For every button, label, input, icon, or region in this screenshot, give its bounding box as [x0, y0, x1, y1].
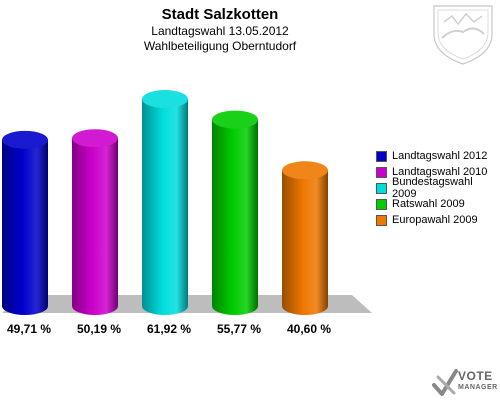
legend-item: Landtagswahl 2012 [376, 148, 500, 164]
chart-subtitle-1: Landtagswahl 13.05.2012 [151, 24, 289, 38]
legend-swatch [376, 182, 387, 194]
bar-value-label: 55,77 % [217, 322, 261, 336]
vote-check-icon [432, 369, 458, 396]
legend-label: Landtagswahl 2012 [392, 150, 488, 162]
legend-label: Europawahl 2009 [392, 214, 478, 226]
legend-item: Ratswahl 2009 [376, 196, 500, 212]
legend: Landtagswahl 2012 Landtagswahl 2010 Bundes… [376, 148, 500, 228]
legend-swatch [376, 150, 387, 162]
bar-2 [72, 129, 118, 315]
legend-swatch [376, 166, 387, 178]
legend-item: Bundestagswahl 2009 [376, 176, 500, 200]
bar-4 [212, 110, 258, 316]
legend-swatch [376, 198, 387, 210]
legend-swatch [376, 214, 387, 226]
bar-1 [2, 130, 48, 315]
chart-subtitle-2: Wahlbeteiligung Oberntudorf [143, 39, 297, 53]
legend-label: Bundestagswahl 2009 [391, 176, 473, 200]
vote-logo-word: VOTE [458, 369, 493, 383]
legend-item: Landtagswahl 2010 [376, 164, 500, 180]
bar-value-label: 61,92 % [147, 322, 191, 336]
bar-3 [142, 90, 188, 315]
chart-title: Stadt Salzkotten [161, 6, 279, 23]
vote-logo-subword: MANAGER [458, 384, 498, 391]
coat-of-arms-icon [433, 5, 493, 65]
legend-label: Landtagswahl 2010 [392, 166, 488, 178]
bar-value-label: 50,19 % [77, 322, 121, 336]
bar-value-label: 40,60 % [287, 322, 331, 336]
legend-label: Ratswahl 2009 [392, 198, 465, 210]
bar-5 [282, 161, 328, 315]
legend-item: Europawahl 2009 [376, 212, 500, 228]
bar-value-label: 49,71 % [7, 322, 51, 336]
